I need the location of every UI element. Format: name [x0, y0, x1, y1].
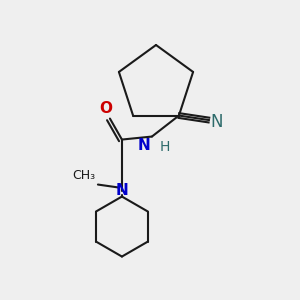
Text: O: O	[99, 100, 112, 116]
Text: N: N	[116, 183, 128, 198]
Text: N: N	[138, 138, 150, 153]
Text: CH₃: CH₃	[72, 169, 95, 182]
Text: N: N	[210, 112, 223, 130]
Text: H: H	[159, 140, 170, 154]
